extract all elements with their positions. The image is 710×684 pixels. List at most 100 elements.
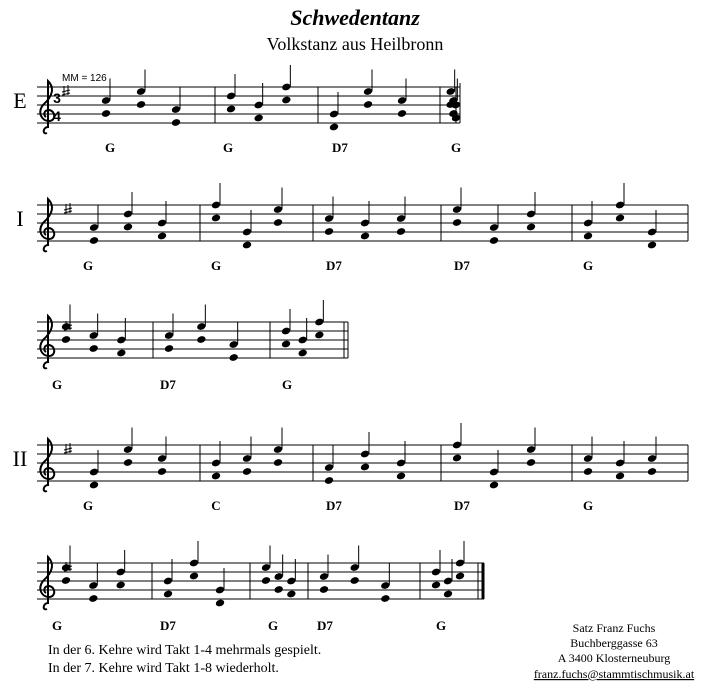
note-head — [189, 572, 199, 580]
note-head — [164, 332, 174, 339]
note-head — [455, 572, 465, 580]
note-head — [526, 446, 536, 453]
chord-symbol: G — [451, 140, 461, 155]
chord-symbol: G — [83, 258, 93, 273]
time-top: 3 — [53, 90, 61, 106]
tempo: MM = 126 — [62, 73, 107, 84]
note-head — [61, 577, 71, 584]
note-head — [282, 83, 291, 91]
note-head — [274, 586, 283, 593]
part-label: E — [13, 88, 26, 113]
note-head — [319, 573, 329, 580]
chord-symbol: G — [223, 140, 233, 155]
note-head — [281, 340, 291, 348]
chord-symbol: D7 — [326, 258, 342, 273]
note-head — [89, 595, 98, 602]
note-head — [489, 224, 499, 231]
note-head — [157, 455, 167, 462]
note-head — [446, 88, 455, 95]
note-head — [381, 595, 390, 602]
note-head — [583, 232, 593, 240]
note-head — [117, 349, 126, 357]
note-head — [452, 219, 462, 226]
note-head — [350, 577, 359, 584]
note-head — [489, 468, 499, 476]
note-head — [101, 97, 111, 104]
note-head — [164, 345, 174, 352]
note-head — [226, 105, 236, 113]
treble-clef — [39, 196, 56, 253]
note-head — [329, 110, 339, 118]
note-head — [647, 468, 657, 475]
note-head — [350, 564, 359, 571]
note-head — [396, 472, 406, 480]
note-head — [298, 349, 307, 357]
note-head — [615, 201, 625, 209]
note-head — [396, 215, 406, 222]
note-head — [273, 459, 283, 466]
chord-symbol: G — [105, 140, 115, 155]
chord-symbol: G — [52, 377, 62, 392]
note-head — [446, 101, 455, 108]
note-head — [123, 210, 133, 218]
part-label: I — [16, 206, 23, 231]
note-head — [526, 210, 536, 218]
note-head — [254, 101, 263, 109]
note-head — [315, 318, 324, 326]
credit-email[interactable]: franz.fuchs@stammtischmusik.at — [534, 667, 695, 681]
note-head — [526, 223, 536, 231]
note-head — [324, 464, 334, 471]
treble-clef — [39, 78, 56, 135]
key-sharp — [61, 85, 71, 96]
note-head — [287, 577, 296, 585]
note-head — [61, 323, 71, 330]
treble-clef — [39, 436, 56, 493]
note-head — [123, 459, 133, 466]
chord-symbol: G — [83, 498, 93, 513]
credit: A 3400 Klosterneuburg — [558, 651, 670, 665]
note-head — [89, 237, 99, 244]
note-head — [583, 219, 593, 227]
note-head — [163, 577, 173, 585]
note-head — [254, 114, 263, 122]
chord-symbol: G — [436, 618, 446, 633]
note-head — [171, 119, 181, 126]
note-head — [116, 568, 125, 576]
note-head — [261, 564, 271, 571]
note-head — [360, 219, 370, 227]
note-head — [136, 88, 146, 95]
note-head — [583, 468, 593, 475]
note-head — [197, 336, 206, 343]
note-head — [455, 559, 465, 567]
note-head — [242, 228, 252, 236]
note-head — [89, 332, 98, 339]
note-head — [123, 446, 133, 453]
note-head — [89, 582, 98, 589]
note-head — [287, 590, 296, 598]
note-head — [443, 577, 453, 585]
note-head — [273, 206, 283, 213]
note-head — [242, 455, 252, 462]
note-head — [116, 581, 125, 589]
note-head — [324, 228, 334, 235]
note-head — [229, 354, 238, 361]
note-head — [274, 573, 283, 580]
chord-symbol: G — [52, 618, 62, 633]
note-head — [89, 345, 98, 352]
title: Schwedentanz — [290, 5, 420, 30]
note-head — [324, 215, 334, 222]
note-head — [324, 477, 334, 484]
note-head — [211, 201, 221, 209]
note-head — [282, 96, 291, 104]
chord-symbol: D7 — [317, 618, 333, 633]
note-head — [615, 214, 625, 222]
note-head — [443, 590, 453, 598]
note-head — [242, 468, 252, 475]
note-head — [583, 455, 593, 462]
note-head — [615, 472, 625, 480]
chord-symbol: G — [282, 377, 292, 392]
note-head — [215, 586, 225, 594]
chord-symbol: C — [211, 498, 220, 513]
chord-symbol: G — [211, 258, 221, 273]
